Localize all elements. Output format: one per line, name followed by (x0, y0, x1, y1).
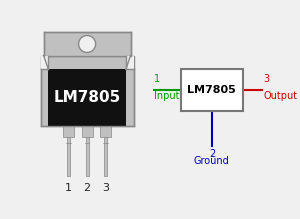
Bar (126, 56, 134, 69)
Text: LM7805: LM7805 (188, 85, 236, 95)
Text: 3: 3 (102, 183, 109, 193)
Text: Output: Output (264, 91, 298, 101)
Bar (48, 69, 126, 126)
Bar (100, 126, 111, 137)
Text: Input: Input (154, 91, 179, 101)
Bar (82, 126, 92, 137)
Bar (104, 137, 107, 177)
Circle shape (79, 35, 96, 53)
Text: 1: 1 (154, 74, 160, 84)
Bar (44, 32, 130, 56)
Text: 1: 1 (65, 183, 72, 193)
Bar (181, 69, 243, 111)
Bar (85, 137, 89, 177)
Bar (67, 137, 70, 177)
Text: 3: 3 (264, 74, 270, 84)
Bar (40, 56, 134, 126)
Text: 2: 2 (209, 149, 215, 159)
Text: 2: 2 (83, 183, 91, 193)
Text: Ground: Ground (194, 156, 230, 166)
Bar (40, 56, 48, 69)
Text: LM7805: LM7805 (53, 90, 121, 105)
Bar (63, 126, 74, 137)
